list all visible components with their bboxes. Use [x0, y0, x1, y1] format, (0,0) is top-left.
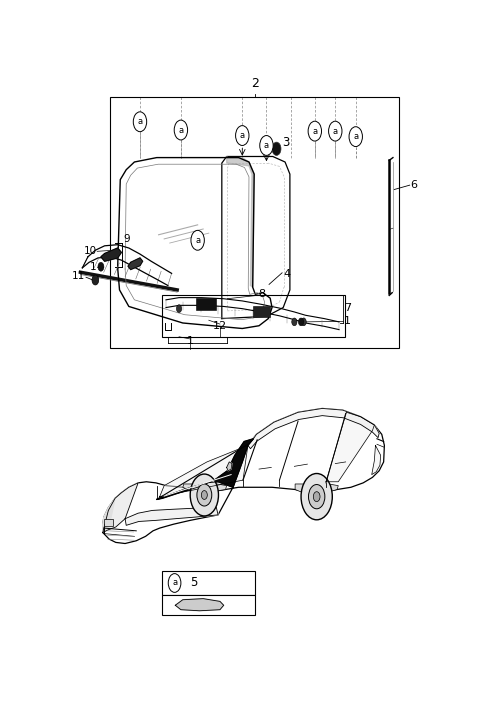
- Text: a: a: [353, 132, 358, 141]
- Circle shape: [236, 125, 249, 145]
- Bar: [104, 519, 113, 526]
- Polygon shape: [128, 258, 143, 269]
- Circle shape: [92, 275, 99, 285]
- Circle shape: [133, 112, 147, 132]
- Text: a: a: [137, 117, 143, 126]
- Polygon shape: [103, 498, 115, 533]
- Circle shape: [292, 318, 297, 326]
- Text: 6: 6: [410, 180, 418, 190]
- Polygon shape: [125, 507, 218, 526]
- Polygon shape: [326, 412, 374, 482]
- Polygon shape: [160, 445, 248, 497]
- Text: 1: 1: [90, 262, 96, 272]
- Circle shape: [174, 120, 188, 140]
- Circle shape: [301, 473, 332, 520]
- Text: a: a: [333, 127, 338, 135]
- Text: a: a: [195, 236, 200, 245]
- Text: 1: 1: [187, 336, 194, 346]
- Circle shape: [309, 485, 325, 509]
- Text: a: a: [240, 131, 245, 140]
- Circle shape: [190, 474, 218, 516]
- Circle shape: [329, 121, 342, 141]
- Text: 8: 8: [258, 289, 265, 299]
- Text: 5: 5: [190, 576, 198, 589]
- Polygon shape: [372, 445, 381, 475]
- Polygon shape: [101, 248, 121, 261]
- Bar: [162, 595, 255, 615]
- Circle shape: [202, 490, 207, 500]
- Circle shape: [308, 121, 322, 141]
- Polygon shape: [103, 408, 384, 543]
- Bar: [162, 296, 345, 337]
- Polygon shape: [227, 157, 254, 287]
- Bar: [110, 97, 398, 348]
- Text: 9: 9: [123, 234, 130, 244]
- Text: a: a: [312, 127, 317, 135]
- Text: 3: 3: [282, 135, 290, 149]
- Bar: [253, 306, 270, 317]
- Text: 10: 10: [84, 246, 96, 256]
- Text: 1: 1: [344, 316, 351, 326]
- Polygon shape: [103, 483, 138, 533]
- Text: a: a: [179, 125, 183, 135]
- Text: a: a: [172, 579, 177, 588]
- Circle shape: [191, 231, 204, 250]
- Polygon shape: [227, 462, 232, 470]
- Circle shape: [197, 484, 212, 506]
- Text: 12: 12: [213, 321, 227, 331]
- Polygon shape: [175, 599, 224, 611]
- Text: 7: 7: [344, 303, 351, 313]
- Polygon shape: [295, 484, 338, 494]
- Polygon shape: [248, 408, 379, 449]
- Circle shape: [168, 574, 181, 592]
- Polygon shape: [183, 484, 227, 493]
- Bar: [162, 571, 255, 595]
- Circle shape: [177, 305, 181, 312]
- Bar: [196, 298, 216, 310]
- Circle shape: [299, 318, 304, 326]
- Text: a: a: [264, 141, 269, 150]
- Circle shape: [272, 142, 281, 155]
- Polygon shape: [165, 323, 171, 329]
- Circle shape: [349, 127, 362, 147]
- Text: 2: 2: [252, 77, 259, 90]
- Polygon shape: [156, 439, 253, 500]
- Text: 4: 4: [283, 269, 290, 279]
- Circle shape: [301, 318, 306, 326]
- Text: 11: 11: [72, 271, 85, 281]
- Circle shape: [313, 492, 320, 502]
- Circle shape: [260, 135, 273, 155]
- Circle shape: [98, 262, 104, 271]
